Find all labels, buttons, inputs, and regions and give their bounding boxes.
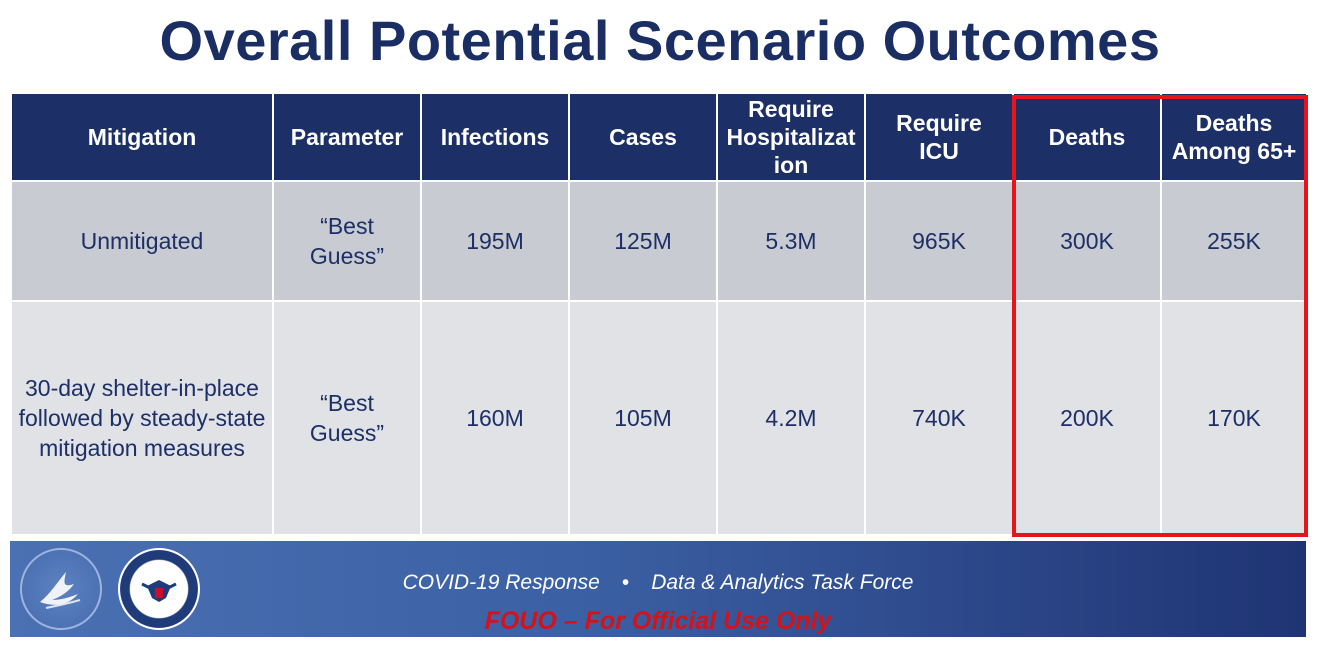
cell-deaths: 200K [1012,300,1162,536]
table-header-row: Mitigation Parameter Infections Cases Re… [10,92,1308,182]
header-hospitalization: Require Hospitalizat ion [716,92,866,182]
cell-mitigation: 30-day shelter-in-place followed by stea… [10,300,274,536]
footer-left-text: COVID-19 Response [402,571,600,594]
cell-deaths: 300K [1012,180,1162,302]
footer-caption: COVID-19 Response • Data & Analytics Task … [10,571,1306,595]
footer-right-text: Data & Analytics Task Force [651,571,914,594]
hhs-eagle-icon [40,572,81,609]
cell-parameter: “Best Guess” [272,180,422,302]
dhs-eagle-icon [139,569,179,609]
footer-banner: COVID-19 Response • Data & Analytics Task … [10,541,1306,637]
header-infections: Infections [420,92,570,182]
table-row: Unmitigated “Best Guess” 195M 125M 5.3M … [10,180,1308,302]
cell-mitigation: Unmitigated [10,180,274,302]
cell-parameter: “Best Guess” [272,300,422,536]
header-cases: Cases [568,92,718,182]
cell-icu: 740K [864,300,1014,536]
footer-separator: • [621,571,630,594]
table-row: 30-day shelter-in-place followed by stea… [10,300,1308,536]
classification-marking: FOUO – For Official Use Only [484,607,832,635]
cell-hospitalization: 5.3M [716,180,866,302]
dhs-seal-icon [118,548,200,630]
header-icu: Require ICU [864,92,1014,182]
scenario-table: Mitigation Parameter Infections Cases Re… [10,92,1308,536]
page-title: Overall Potential Scenario Outcomes [159,9,1161,72]
header-deaths-65: Deaths Among 65+ [1160,92,1308,182]
header-deaths: Deaths [1012,92,1162,182]
cell-deaths-65: 255K [1160,180,1308,302]
header-parameter: Parameter [272,92,422,182]
cell-cases: 105M [568,300,718,536]
cell-icu: 965K [864,180,1014,302]
cell-infections: 160M [420,300,570,536]
cell-hospitalization: 4.2M [716,300,866,536]
cell-infections: 195M [420,180,570,302]
cell-cases: 125M [568,180,718,302]
cell-deaths-65: 170K [1160,300,1308,536]
hhs-seal-icon [20,548,102,630]
header-mitigation: Mitigation [10,92,274,182]
